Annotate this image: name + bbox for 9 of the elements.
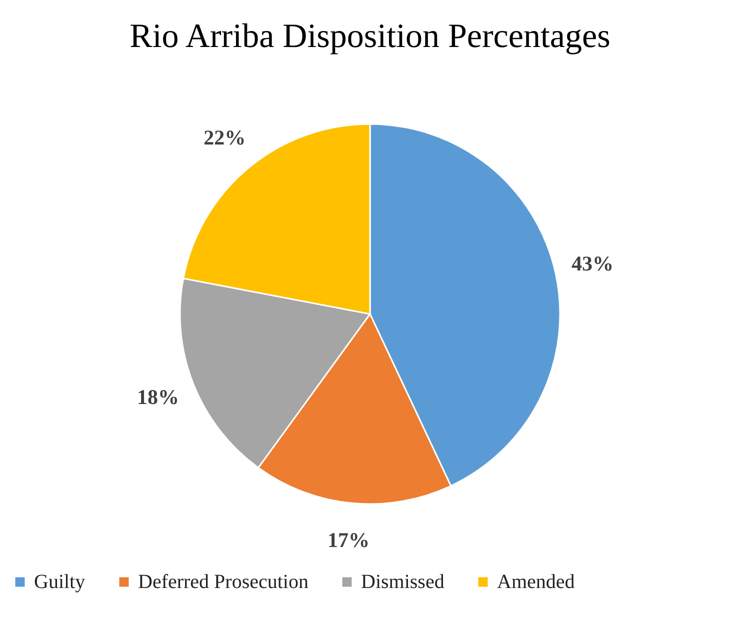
- legend-label: Guilty: [34, 571, 86, 593]
- chart-title: Rio Arriba Disposition Percentages: [130, 18, 610, 55]
- legend-label: Dismissed: [361, 571, 444, 593]
- data-label: 17%: [328, 528, 370, 552]
- data-label: 43%: [572, 251, 614, 276]
- data-label: 18%: [137, 384, 180, 409]
- data-label: 22%: [204, 125, 246, 150]
- legend-label: Deferred Prosecution: [138, 571, 308, 593]
- legend-label: Amended: [497, 571, 575, 593]
